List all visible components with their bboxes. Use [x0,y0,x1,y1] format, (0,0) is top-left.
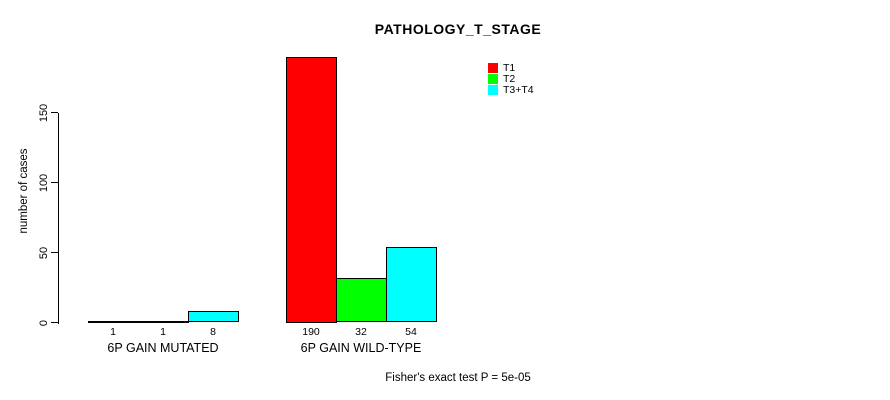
y-axis-label: number of cases [18,148,30,234]
legend-swatch [488,85,498,95]
legend-label: T3+T4 [503,84,534,96]
legend-swatch [488,63,498,73]
legend-label: T2 [503,73,516,85]
bar-t3-t4 [188,311,239,323]
legend-label: T1 [503,62,516,74]
bar-value-label: 8 [210,326,216,338]
bar-t1 [286,56,337,323]
bar-value-label: 1 [160,326,166,338]
bar-value-label: 54 [405,326,417,338]
x-category-label: 6P GAIN WILD-TYPE [300,341,422,355]
y-axis-tick-label: 0 [38,319,50,326]
y-axis-tick [51,182,58,183]
bar-value-label: 1 [110,326,116,338]
bar-t2 [336,277,387,323]
legend-item: T2 [488,74,534,84]
y-axis-tick-label: 150 [38,103,50,122]
y-axis-tick-label: 100 [38,173,50,192]
bar-t1 [88,321,139,324]
bar-value-label: 190 [302,326,320,338]
bar-t3-t4 [386,246,437,323]
y-axis-line [58,112,59,324]
legend: T1 T2 T3+T4 [488,63,534,95]
legend-item: T3+T4 [488,85,534,95]
bar-value-label: 32 [355,326,367,338]
y-axis-tick [51,322,58,323]
legend-item: T1 [488,63,534,73]
chart-title: PATHOLOGY_T_STAGE [374,21,542,37]
bar-t2 [138,321,189,324]
y-axis-tick-label: 50 [38,246,50,259]
annotation-text: Fisher's exact test P = 5e-05 [385,372,531,384]
x-category-label: 6P GAIN MUTATED [107,341,219,355]
y-axis-tick [51,112,58,113]
legend-swatch [488,74,498,84]
y-axis-tick [51,252,58,253]
